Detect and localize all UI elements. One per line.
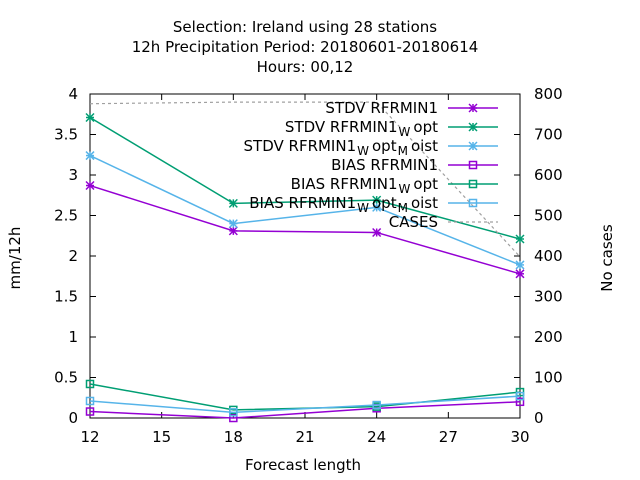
x-tick-label: 30: [510, 428, 529, 446]
title-line: Hours: 00,12: [257, 58, 354, 76]
series-line: [89, 101, 521, 258]
series-line: [89, 395, 521, 414]
data-point: [515, 397, 525, 407]
data-point: [372, 195, 382, 205]
data-point: [515, 234, 525, 244]
data-point: [85, 112, 95, 123]
data-point: [85, 151, 95, 161]
x-tick-label: 15: [152, 428, 171, 446]
y-tick-label: 1: [68, 328, 78, 346]
data-point: [85, 396, 95, 406]
legend-marker: [468, 103, 478, 113]
y2-tick-label: 300: [534, 288, 563, 306]
data-point: [85, 180, 95, 191]
data-point: [372, 227, 382, 238]
legend-label: BIAS RFRMIN1W opt: [291, 175, 438, 196]
y2-tick-label: 500: [534, 207, 563, 225]
legend-marker: [468, 141, 478, 151]
legend-label: STDV RFRMIN1W opt: [285, 118, 438, 139]
legend-label: STDV RFRMIN1W optM oist: [244, 137, 439, 158]
y2-tick-label: 400: [534, 247, 563, 265]
y-tick-label: 2.5: [54, 207, 78, 225]
legend-marker: [468, 122, 478, 132]
data-point: [85, 379, 95, 389]
series-lines: [85, 101, 525, 423]
data-point: [372, 400, 381, 410]
data-point: [515, 391, 525, 401]
y-tick-label: 3: [68, 166, 78, 184]
x-tick-label: 27: [439, 428, 458, 446]
data-point: [372, 202, 382, 212]
x-tick-label: 24: [367, 428, 386, 446]
y2-tick-label: 100: [534, 369, 563, 387]
data-point: [85, 407, 95, 416]
y-tick-label: 0: [68, 409, 78, 427]
y-tick-label: 1.5: [54, 288, 78, 306]
legend-label: BIAS RFRMIN1: [331, 156, 438, 174]
legend-label: BIAS RFRMIN1W optM oist: [249, 194, 438, 215]
y2-tick-label: 800: [534, 85, 563, 103]
y2-tick-label: 700: [534, 126, 563, 144]
data-point: [515, 269, 525, 279]
data-point: [228, 219, 238, 229]
chart-title: Selection: Ireland using 28 stations 12h …: [132, 18, 479, 76]
data-point: [229, 413, 238, 423]
series-line: [89, 401, 521, 419]
x-axis-label: Forecast length: [245, 456, 361, 474]
y-axis-label: mm/12h: [6, 227, 24, 290]
data-point: [228, 226, 238, 236]
legend-label: STDV RFRMIN1: [325, 99, 438, 117]
y2-axis-label: No cases: [598, 224, 616, 292]
y-tick-label: 0.5: [54, 369, 78, 387]
x-tick-label: 18: [224, 428, 243, 446]
legend-marker: [468, 198, 478, 208]
data-point: [515, 260, 525, 270]
y2-tick-label: 600: [534, 166, 563, 184]
y2-tick-label: 200: [534, 328, 563, 346]
axis-ticks: 12 15 18 21 24 27 3000.511.522.533.54010020030…: [54, 85, 563, 446]
series-line: [89, 184, 521, 275]
y-tick-label: 2: [68, 247, 78, 265]
x-tick-label: 21: [295, 428, 314, 446]
title-line: Selection: Ireland using 28 stations: [173, 18, 437, 36]
y-tick-label: 4: [68, 85, 78, 103]
series-line: [89, 116, 521, 240]
legend-label: CASES: [389, 213, 438, 231]
data-point: [229, 408, 238, 417]
x-tick-label: 12: [80, 428, 99, 446]
data-point: [228, 198, 238, 208]
y2-tick-label: 0: [534, 409, 544, 427]
y-tick-label: 3.5: [54, 126, 78, 144]
series-line: [89, 154, 521, 266]
legend-marker: [468, 160, 478, 170]
legend-marker: [468, 179, 478, 189]
title-line: 12h Precipitation Period: 20180601-20180…: [132, 38, 479, 56]
